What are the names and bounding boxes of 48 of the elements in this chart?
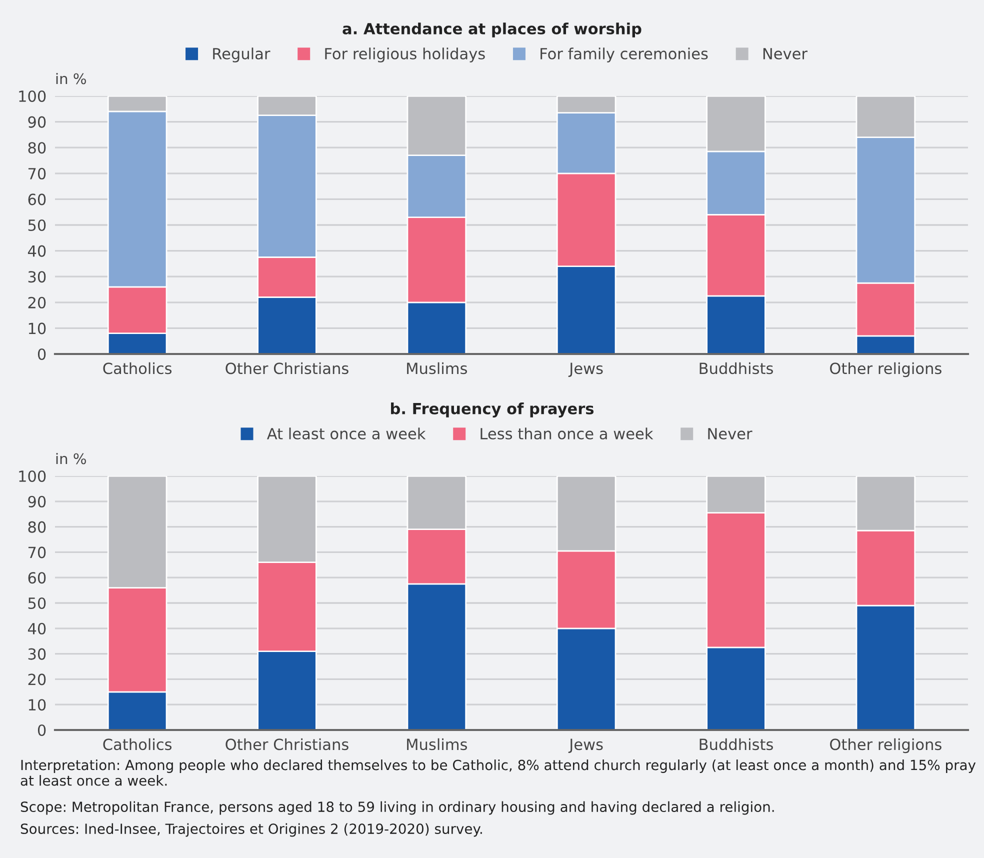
- y-tick-label: 100: [19, 90, 46, 102]
- legend-label: Never: [708, 428, 752, 440]
- y-tick-label: 70: [28, 168, 46, 180]
- y-axis-title: in %: [56, 72, 86, 84]
- x-tick-label: Other Christians: [226, 362, 348, 374]
- y-tick-label: 60: [28, 572, 46, 584]
- y-tick-label: 90: [28, 116, 46, 128]
- y-tick-label: 0: [38, 724, 46, 736]
- y-tick-label: 30: [28, 271, 46, 283]
- x-tick-label: Other religions: [830, 738, 942, 754]
- y-tick-label: 0: [38, 348, 46, 360]
- legend-label: Regular: [213, 48, 270, 62]
- y-tick-label: 90: [28, 496, 46, 508]
- y-tick-label: 20: [28, 296, 46, 308]
- x-tick-label: Muslims: [407, 362, 467, 374]
- y-axis-title: in %: [56, 452, 86, 464]
- legend-label: For religious holidays: [325, 48, 485, 62]
- chart-title: a. Attendance at places of worship: [342, 22, 642, 38]
- y-tick-label: 40: [28, 622, 46, 634]
- legend-label: Never: [763, 48, 808, 60]
- y-tick-label: 10: [28, 322, 46, 334]
- x-tick-label: Buddhists: [700, 362, 773, 374]
- chart-title: b. Frequency of prayers: [391, 402, 594, 418]
- y-tick-label: 10: [28, 699, 46, 711]
- x-tick-label: Catholics: [103, 738, 172, 750]
- legend-label: Less than once a week: [480, 428, 654, 440]
- legend-label: At least once a week: [266, 428, 426, 440]
- y-tick-label: 20: [28, 674, 46, 686]
- y-tick-label: 70: [28, 546, 46, 558]
- x-tick-label: Catholics: [103, 362, 172, 374]
- y-tick-label: 50: [28, 597, 46, 610]
- x-tick-label: Other Christians: [226, 738, 348, 750]
- y-tick-label: 100: [19, 470, 46, 482]
- y-tick-label: 30: [28, 648, 46, 660]
- text: Scope: Metropolitan France, persons aged 18 to 59 living in ordinary housing and having declared a religion.: [20, 801, 774, 815]
- y-tick-label: 50: [28, 219, 46, 232]
- text: Interpretation: Among people who declared themselves to be Catholic, 8% attend church regularly (at least once a month) and 15% pray at least once a week.: [20, 760, 976, 786]
- x-tick-label: Buddhists: [700, 738, 773, 750]
- x-tick-label: Jews: [568, 362, 603, 377]
- x-tick-label: Muslims: [407, 738, 467, 750]
- y-tick-label: 40: [28, 245, 46, 257]
- x-tick-label: Other religions: [830, 362, 942, 378]
- y-tick-label: 80: [28, 142, 46, 154]
- source-note: Sources: Ined-Insee, Trajectoires et Origines 2 (2019-2020) survey.: [20, 823, 482, 837]
- y-tick-label: 60: [28, 194, 46, 206]
- x-tick-label: Jews: [568, 738, 603, 753]
- y-tick-label: 80: [28, 521, 46, 533]
- legend-label: For family ceremonies: [540, 48, 708, 62]
